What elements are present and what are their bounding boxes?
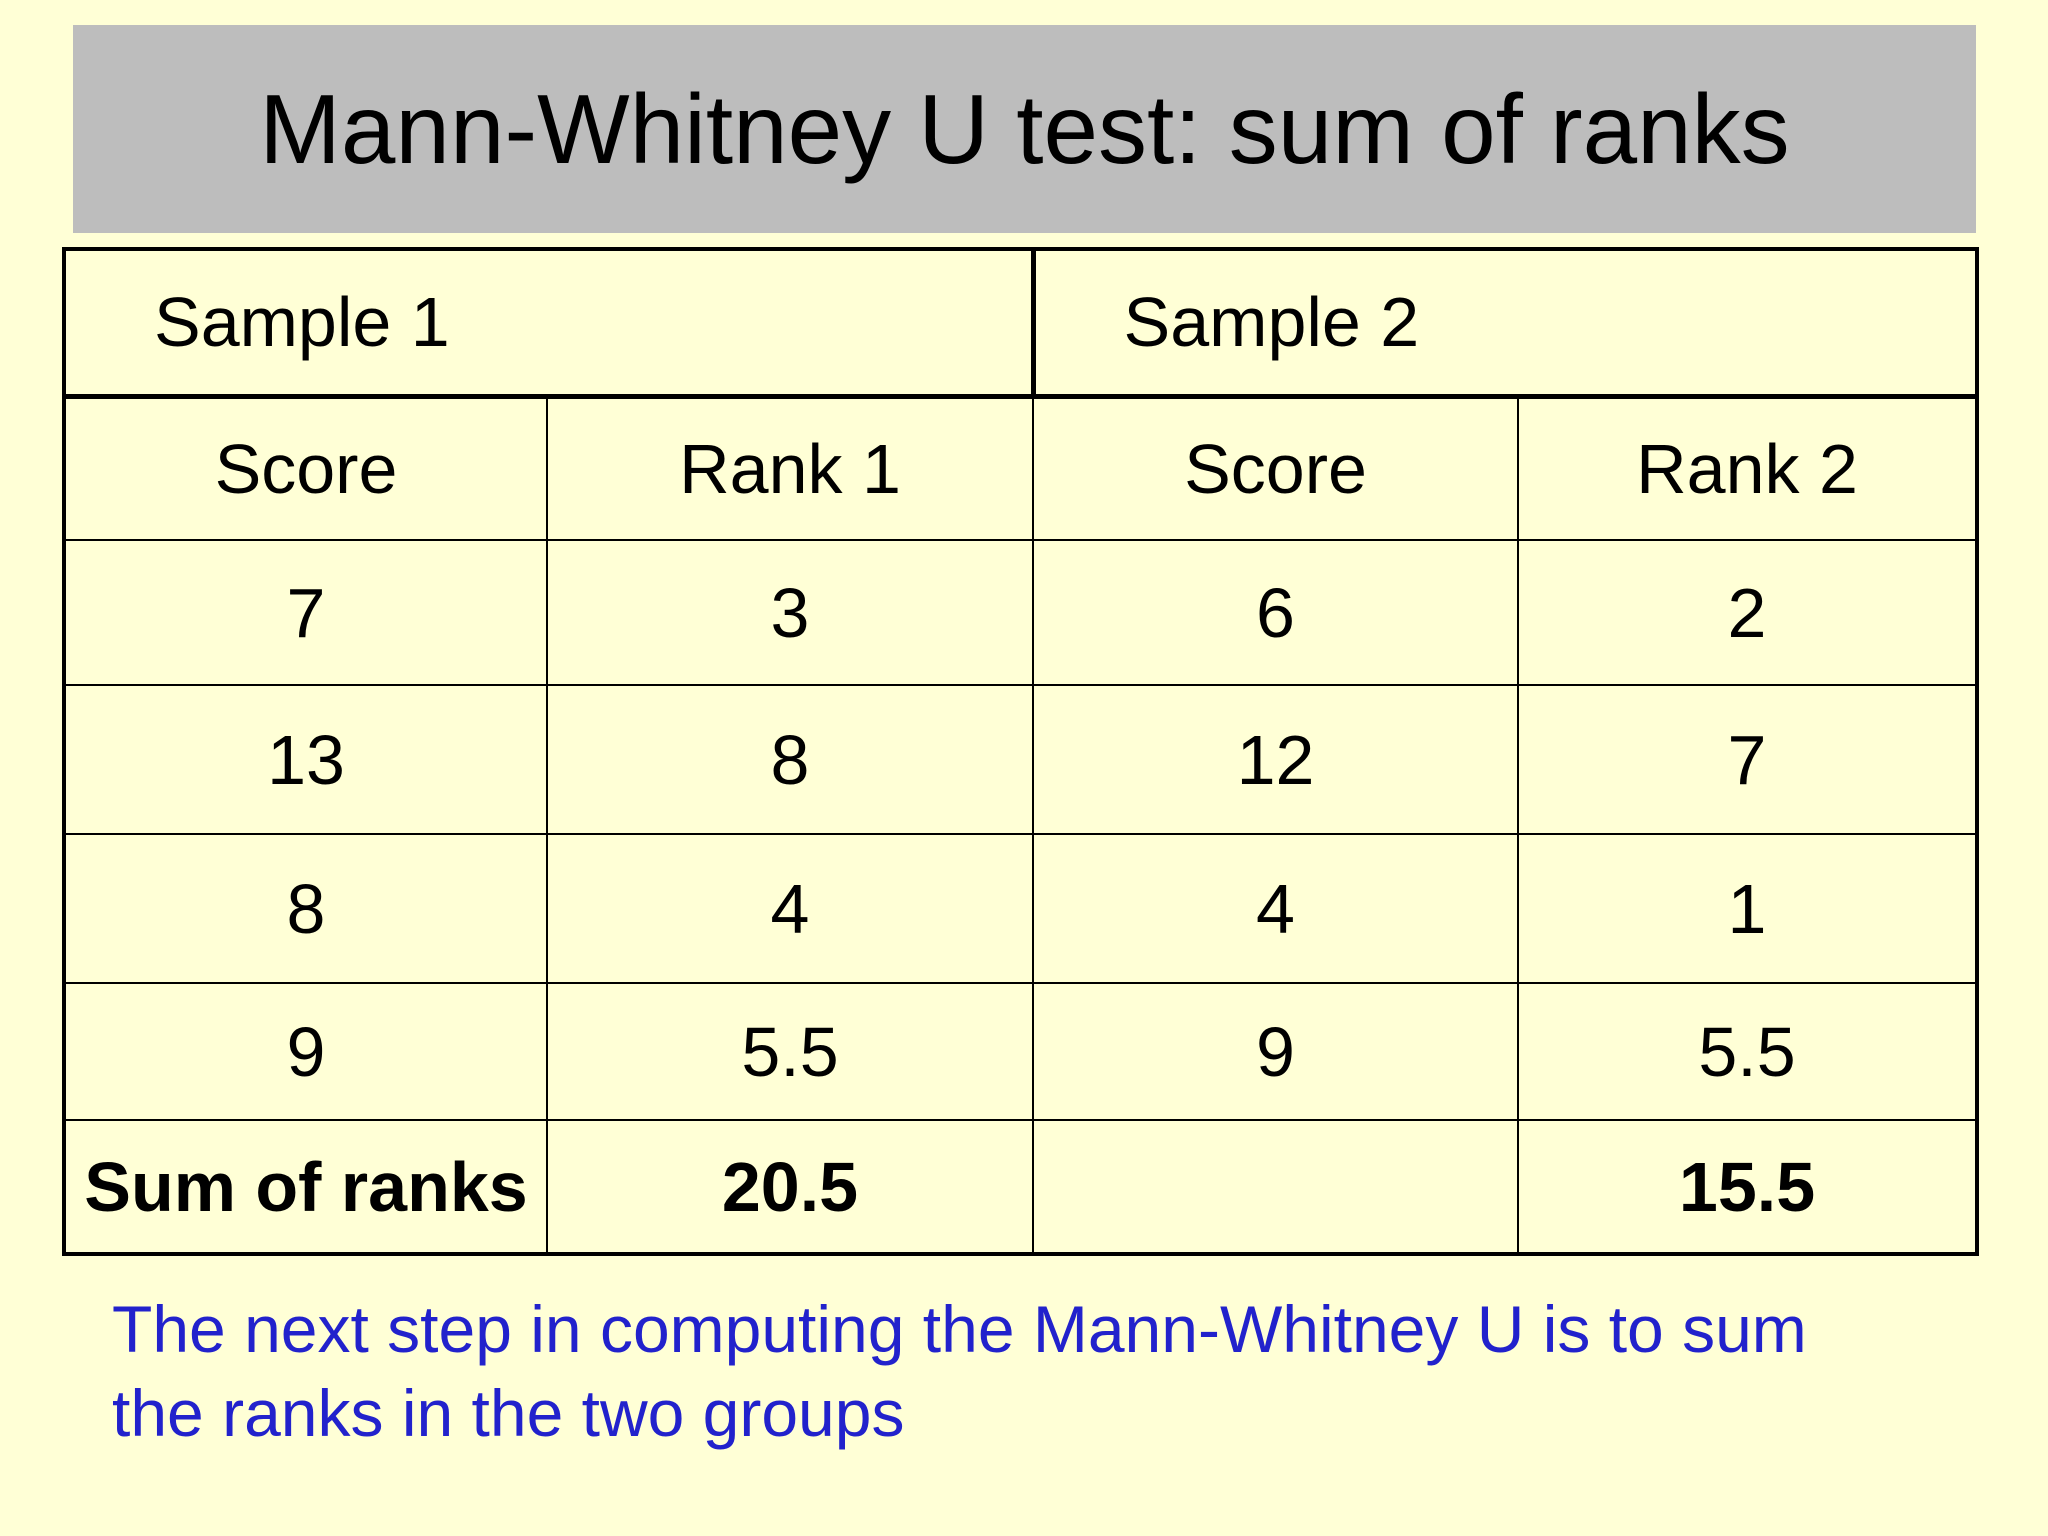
cell-col-header-rank2: Rank 2 [1517, 395, 1979, 541]
cell-sample2-header: Sample 2 [1030, 248, 1979, 399]
table-row: 9 5.5 9 5.5 [63, 982, 1979, 1121]
note-text: The next step in computing the Mann-Whit… [112, 1292, 1807, 1451]
cell-col-header-rank1: Rank 1 [545, 395, 1035, 541]
cell-sum-rank2: 15.5 [1517, 1119, 1979, 1255]
table-cell: 3 [545, 539, 1035, 686]
column-header-row: Score Rank 1 Score Rank 2 [63, 395, 1979, 541]
slide-title: Mann-Whitney U test: sum of ranks [259, 73, 1790, 184]
cell-sum-rank1: 20.5 [545, 1119, 1035, 1255]
table-row: 13 8 12 7 [63, 684, 1979, 835]
title-banner: Mann-Whitney U test: sum of ranks [73, 25, 1976, 233]
cell-sum-label: Sum of ranks [63, 1119, 548, 1255]
cell-col-header-score1: Score [63, 395, 548, 541]
table-cell: 8 [63, 833, 548, 984]
table-cell: 9 [1032, 982, 1520, 1121]
table-row: 7 3 6 2 [63, 539, 1979, 686]
table-cell: 1 [1517, 833, 1979, 984]
table-cell: 9 [63, 982, 548, 1121]
table-cell: 7 [1517, 684, 1979, 835]
table-cell: 5.5 [1517, 982, 1979, 1121]
table-cell: 4 [1032, 833, 1520, 984]
group-header-row: Sample 1 Sample 2 [62, 248, 1979, 399]
table-cell: 4 [545, 833, 1035, 984]
cell-sum-spacer [1032, 1119, 1520, 1255]
cell-col-header-score2: Score [1032, 395, 1520, 541]
table-cell: 12 [1032, 684, 1520, 835]
table-cell: 2 [1517, 539, 1979, 686]
sum-of-ranks-row: Sum of ranks 20.5 15.5 [63, 1119, 1979, 1255]
table-cell: 7 [63, 539, 548, 686]
cell-sample1-header: Sample 1 [62, 248, 1035, 399]
table-row: 8 4 4 1 [63, 833, 1979, 984]
table-cell: 13 [63, 684, 548, 835]
ranks-table: Sample 1 Sample 2 Score Rank 1 Score Ran… [62, 247, 1980, 1256]
table-cell: 5.5 [545, 982, 1035, 1121]
table-cell: 6 [1032, 539, 1520, 686]
table-cell: 8 [545, 684, 1035, 835]
